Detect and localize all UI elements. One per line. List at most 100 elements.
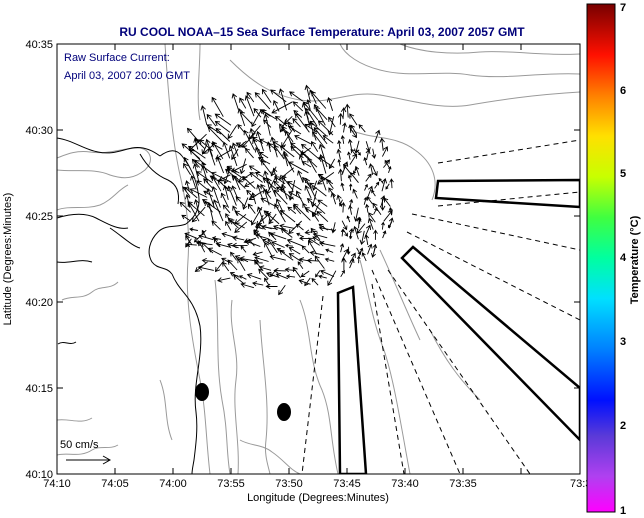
current-vector <box>308 239 318 255</box>
current-vector <box>388 166 392 174</box>
current-vector <box>273 144 285 160</box>
current-vector <box>316 172 335 185</box>
current-vector <box>264 241 273 257</box>
current-vector <box>211 185 221 208</box>
current-vector <box>234 221 248 233</box>
current-vector <box>181 214 191 222</box>
current-vector <box>231 93 239 110</box>
current-vector <box>249 172 263 183</box>
current-vector <box>349 252 356 264</box>
current-vector <box>290 145 301 157</box>
current-vector <box>295 190 305 205</box>
current-vector <box>340 135 345 144</box>
current-vector <box>341 257 347 271</box>
current-vector <box>341 220 348 231</box>
current-vector <box>365 173 372 182</box>
current-vector <box>201 241 214 254</box>
current-vector <box>289 91 303 102</box>
current-vector <box>301 161 312 168</box>
current-vector <box>297 261 304 270</box>
current-vector <box>280 228 293 238</box>
current-vector <box>261 239 271 245</box>
current-vector <box>316 210 329 223</box>
current-vector <box>235 142 247 150</box>
current-vector <box>344 103 351 118</box>
current-vector <box>239 97 247 109</box>
current-vector <box>275 198 285 215</box>
current-vector <box>297 170 304 183</box>
current-vector <box>374 129 381 143</box>
current-vector <box>187 145 206 159</box>
current-vector <box>284 130 295 151</box>
current-vector <box>347 138 353 149</box>
current-vector <box>185 235 193 245</box>
current-vector <box>244 95 255 117</box>
current-vector <box>260 159 273 175</box>
current-vector <box>206 201 214 223</box>
exclusion-zone-south <box>336 285 368 474</box>
current-vector <box>366 196 373 205</box>
y-axis-ticks <box>57 43 580 475</box>
current-vector <box>222 141 231 159</box>
current-vector <box>242 197 249 210</box>
exclusion-zones <box>336 178 580 474</box>
current-vector <box>183 156 191 169</box>
current-vector <box>306 198 326 215</box>
current-vector <box>326 96 334 111</box>
colorbar-tick: 2 <box>620 420 626 432</box>
current-vector <box>317 199 328 207</box>
current-vector <box>372 243 378 254</box>
current-vector <box>363 156 368 166</box>
x-axis-label: Longitude (Degrees:Minutes) <box>247 492 389 504</box>
current-vector <box>354 140 360 154</box>
y-tick-label: 40:20 <box>25 297 53 309</box>
current-vector <box>257 157 271 165</box>
current-vector <box>211 175 222 192</box>
current-vector <box>258 151 269 159</box>
current-vector <box>284 243 293 248</box>
current-vector <box>215 127 231 142</box>
current-vector <box>192 163 200 183</box>
current-vector <box>211 220 221 231</box>
current-vector <box>327 270 337 287</box>
current-vector <box>191 206 206 223</box>
colorbar-tick: 5 <box>620 168 626 180</box>
current-vector <box>247 203 256 214</box>
current-vector <box>317 173 334 185</box>
y-tick-label: 40:10 <box>25 469 53 481</box>
current-vector <box>254 233 269 240</box>
buoy-marker <box>277 403 291 421</box>
current-vector <box>189 188 208 198</box>
current-vector <box>336 194 342 207</box>
colorbar-tick: 3 <box>620 336 626 348</box>
current-vector <box>252 281 264 287</box>
current-vector <box>244 147 254 159</box>
current-vector <box>389 178 394 189</box>
current-vector <box>312 232 328 239</box>
current-vector <box>311 140 319 152</box>
current-vector <box>196 180 208 191</box>
current-vector <box>328 116 336 128</box>
current-vector <box>313 103 326 126</box>
current-vector <box>243 129 255 151</box>
current-vector <box>278 88 288 111</box>
coastline <box>57 137 202 474</box>
current-vector <box>312 236 326 245</box>
current-vector <box>303 101 319 121</box>
current-vector <box>222 261 230 272</box>
current-vector <box>383 159 391 168</box>
current-vector <box>355 149 361 156</box>
current-vector <box>340 228 345 237</box>
current-vector <box>197 265 214 271</box>
current-vector <box>348 228 354 239</box>
current-vector <box>217 277 231 283</box>
current-vector <box>225 220 232 231</box>
current-vector <box>287 121 296 133</box>
current-vector <box>292 118 301 128</box>
current-vector <box>320 176 327 191</box>
current-vector <box>349 113 358 126</box>
current-vector <box>207 147 216 166</box>
plot-frame <box>56 43 581 475</box>
current-vector <box>228 144 238 167</box>
current-vector <box>279 145 295 158</box>
